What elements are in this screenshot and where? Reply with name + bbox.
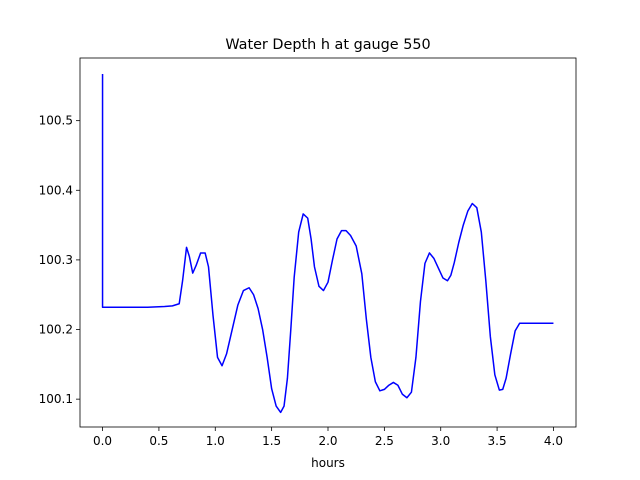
x-tick-label: 4.0 — [544, 434, 563, 448]
x-tick-label: 3.0 — [431, 434, 450, 448]
y-tick-label: 100.5 — [39, 114, 73, 128]
y-tick-label: 100.2 — [39, 323, 73, 337]
y-tick-label: 100.4 — [39, 183, 73, 197]
chart-title: Water Depth h at gauge 550 — [225, 37, 430, 53]
x-tick-label: 1.0 — [206, 434, 225, 448]
x-tick-label: 3.5 — [488, 434, 507, 448]
plot-frame — [79, 57, 577, 428]
y-axis-ticks: 100.1 100.2 100.3 100.4 100.5 — [39, 114, 80, 406]
x-tick-label: 0.5 — [149, 434, 168, 448]
x-tick-label: 2.5 — [375, 434, 394, 448]
y-tick-label: 100.1 — [39, 392, 73, 406]
x-axis-ticks: 0.0 0.5 1.0 1.5 2.0 2.5 3.0 3.5 4.0 — [93, 427, 563, 448]
x-tick-label: 2.0 — [318, 434, 337, 448]
water-depth-line — [101, 74, 554, 414]
y-tick-label: 100.3 — [39, 253, 73, 267]
x-axis-label: hours — [311, 456, 345, 470]
x-tick-label: 1.5 — [262, 434, 281, 448]
x-tick-label: 0.0 — [93, 434, 112, 448]
plot-background — [80, 58, 576, 427]
